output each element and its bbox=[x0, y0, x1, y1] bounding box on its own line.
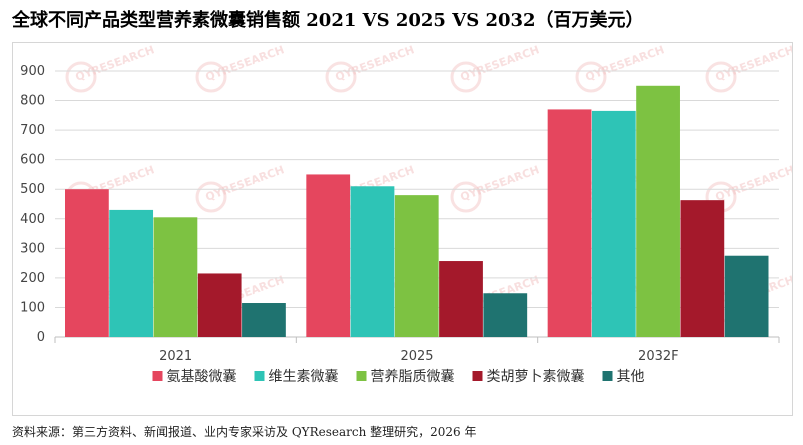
watermark-logo-icon bbox=[450, 61, 482, 93]
legend-swatch bbox=[254, 371, 265, 381]
y-tick-label: 900 bbox=[20, 64, 45, 79]
y-tick-label: 100 bbox=[20, 300, 45, 315]
bar bbox=[350, 186, 395, 337]
y-tick-label: 700 bbox=[20, 123, 45, 138]
chart-title: 全球不同产品类型营养素微囊销售额 2021 VS 2025 VS 2032（百万… bbox=[12, 10, 644, 31]
bar bbox=[680, 200, 725, 337]
y-tick-label: 400 bbox=[20, 212, 45, 227]
bar bbox=[242, 303, 286, 337]
bar bbox=[483, 293, 528, 337]
legend-swatch bbox=[356, 371, 367, 381]
legend-label: 其他 bbox=[617, 369, 645, 385]
watermark-logo-icon bbox=[325, 61, 357, 93]
y-tick-label: 600 bbox=[20, 153, 45, 168]
bar bbox=[439, 261, 483, 337]
watermark-logo-icon bbox=[195, 61, 227, 93]
watermark-logo-icon bbox=[65, 61, 97, 93]
bar bbox=[197, 273, 242, 337]
x-category-label: 2032F bbox=[638, 349, 679, 364]
bar bbox=[109, 209, 154, 337]
bar bbox=[591, 110, 636, 338]
y-tick-label: 300 bbox=[20, 241, 45, 256]
watermark-logo-icon bbox=[450, 181, 482, 213]
y-tick-label: 800 bbox=[20, 94, 45, 109]
legend-swatch bbox=[602, 371, 613, 381]
bar bbox=[394, 195, 439, 337]
legend-label: 维生素微囊 bbox=[269, 368, 339, 385]
legend-swatch bbox=[472, 371, 483, 381]
source-note: 资料来源：第三方资料、新闻报道、业内专家采访及 QYResearch 整理研究，… bbox=[12, 425, 477, 439]
y-tick-label: 500 bbox=[20, 182, 45, 197]
legend-label: 类胡萝卜素微囊 bbox=[487, 368, 585, 385]
legend-swatch bbox=[152, 371, 163, 381]
bar bbox=[636, 85, 680, 338]
legend-label: 氨基酸微囊 bbox=[167, 368, 237, 385]
y-tick-label: 0 bbox=[37, 330, 45, 345]
chart-frame: QYRESEARCH QYRESEARCH QYRESEARCH QYRESEARCH… bbox=[12, 42, 793, 416]
x-category-label: 2025 bbox=[400, 349, 433, 364]
bar bbox=[153, 217, 198, 337]
y-tick-label: 200 bbox=[20, 271, 45, 286]
watermark-logo-icon bbox=[705, 61, 737, 93]
bar-chart: QYRESEARCH QYRESEARCH QYRESEARCH QYRESEARCH… bbox=[20, 43, 792, 385]
x-category-label: 2021 bbox=[159, 349, 192, 364]
watermark-logo-icon bbox=[195, 181, 227, 213]
bar bbox=[724, 255, 769, 337]
bar bbox=[65, 189, 109, 337]
bar bbox=[547, 109, 592, 337]
bar bbox=[306, 174, 351, 337]
watermark-logo-icon bbox=[575, 61, 607, 93]
legend-label: 营养脂质微囊 bbox=[371, 368, 455, 385]
